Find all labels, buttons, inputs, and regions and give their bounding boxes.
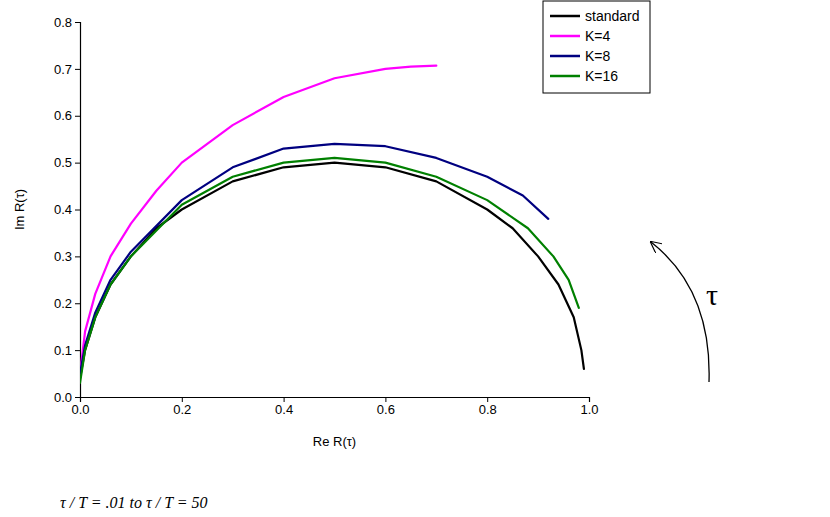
tick-label: 0.6 [54, 108, 72, 123]
legend-box [543, 1, 650, 93]
tick: 0.8 [54, 15, 80, 30]
series-line [80, 144, 548, 374]
y-axis-title: Im R(τ) [12, 189, 27, 230]
chart: 0.00.20.40.60.81.00.00.10.20.30.40.50.60… [0, 0, 830, 517]
tick-label: 0.8 [479, 402, 497, 417]
plot-area [80, 66, 584, 383]
tick: 0.8 [479, 397, 497, 417]
tick-label: 0.7 [54, 62, 72, 77]
tick-label: 0.1 [54, 343, 72, 358]
tick: 1.0 [580, 397, 598, 417]
legend-swatch [550, 15, 580, 18]
tick: 0.3 [54, 249, 80, 264]
legend-label: standard [585, 8, 639, 24]
axis-line [75, 23, 81, 398]
tick-mark [75, 350, 80, 351]
legend: standard K=4 K=8 K=16 [543, 1, 650, 93]
tick: 0.5 [54, 155, 80, 170]
tick: 0.1 [54, 343, 80, 358]
legend-swatch [550, 75, 580, 78]
tick: 0.4 [54, 202, 80, 217]
tick: 0.2 [54, 296, 80, 311]
tick-label: 0.0 [71, 402, 89, 417]
tick-mark [75, 69, 80, 70]
tick-mark [75, 210, 80, 211]
legend-label: K=8 [585, 48, 611, 64]
tick: 0.6 [377, 397, 395, 417]
tick-label: 0.8 [54, 15, 72, 30]
x-axis-title: Re R(τ) [313, 434, 356, 449]
x-axis: 0.0 0.2 0.4 0.6 0.8 1.0 [71, 397, 598, 417]
legend-swatch [550, 35, 580, 38]
tick-mark [75, 163, 80, 164]
tick-mark [75, 116, 80, 117]
tick-label: 0.2 [54, 296, 72, 311]
tick: 0.0 [71, 397, 89, 417]
tick-mark [75, 303, 80, 304]
series-line [80, 66, 436, 374]
tick: 0.6 [54, 108, 80, 123]
series-line [80, 158, 579, 383]
tick: 0.2 [173, 397, 191, 417]
tick-label: 0.2 [173, 402, 191, 417]
tick: 0.4 [275, 397, 293, 417]
series-line [80, 163, 584, 379]
legend-label: K=4 [585, 28, 611, 44]
tick-mark [75, 256, 80, 257]
tick-label: 1.0 [580, 402, 598, 417]
tick-label: 0.5 [54, 155, 72, 170]
tick-mark [75, 397, 80, 398]
legend-label: K=16 [585, 68, 618, 84]
axis-line [81, 398, 590, 403]
tick-label: 0.4 [54, 202, 72, 217]
annotation: τ [706, 278, 718, 311]
tick-label: 0.3 [54, 249, 72, 264]
tick-label: 0.6 [377, 402, 395, 417]
legend-swatch [550, 55, 580, 58]
tick: 0.0 [54, 390, 80, 405]
arrow [651, 242, 709, 382]
y-axis: 0.0 0.1 0.2 0.3 0.4 0.5 0.6 0.7 0.8 [54, 15, 81, 405]
tick-label: 0.0 [54, 390, 72, 405]
tick: 0.7 [54, 62, 80, 77]
tick-mark [75, 22, 80, 23]
tick-label: 0.4 [275, 402, 293, 417]
annotation: τ / T = .01 to τ / T = 50 [60, 494, 208, 511]
